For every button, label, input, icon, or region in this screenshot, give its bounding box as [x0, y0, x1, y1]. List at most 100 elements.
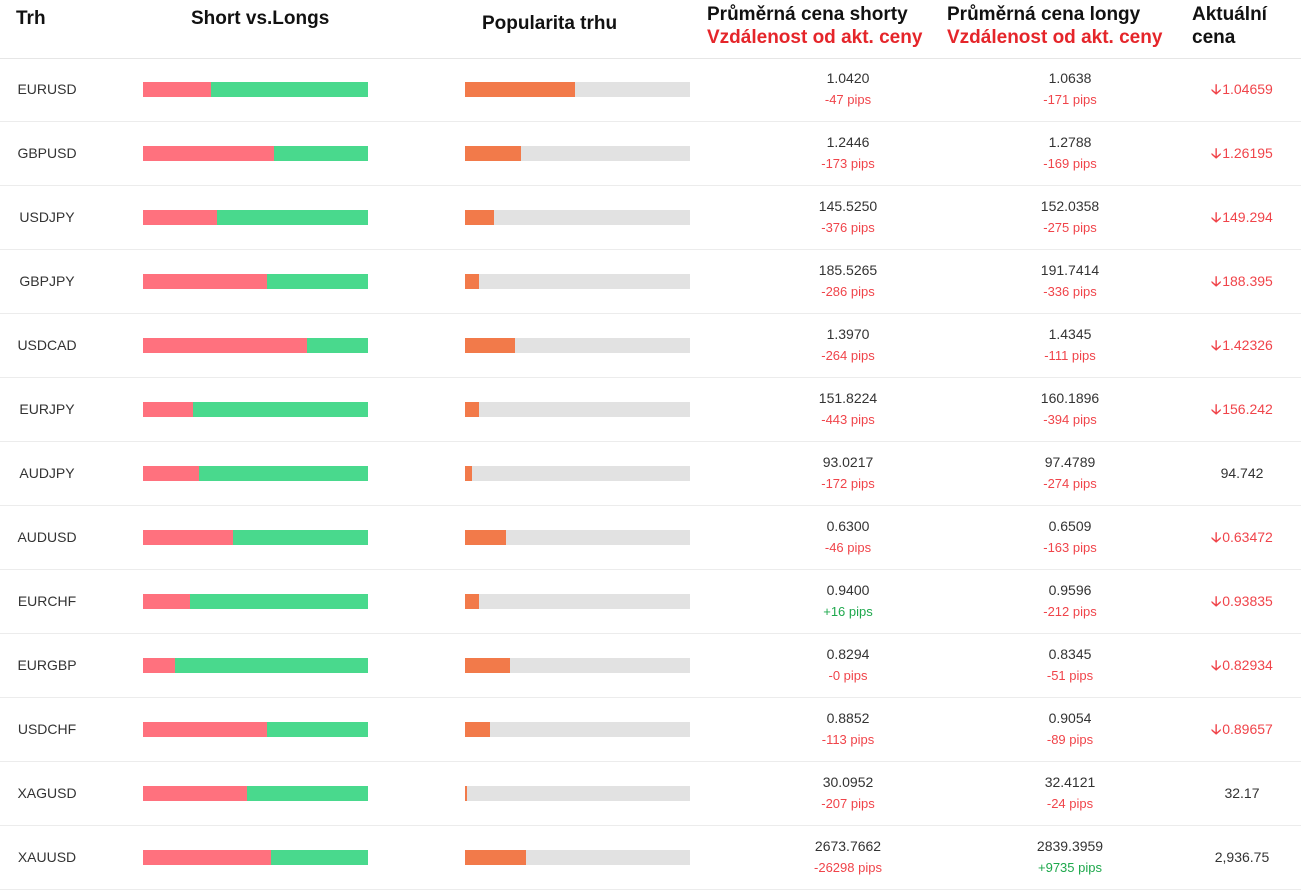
table-row[interactable]: GBPJPY 185.5265 -286 pips 191.7414 -336 …: [0, 250, 1301, 314]
table-row[interactable]: EURCHF 0.9400 +16 pips 0.9596 -212 pips …: [0, 570, 1301, 634]
market-symbol[interactable]: EURUSD: [17, 81, 77, 97]
current-price-cell: 94.742: [1182, 442, 1301, 505]
current-price-cell: 2,936.75: [1182, 826, 1301, 889]
column-header-popularity[interactable]: Popularita trhu: [482, 13, 618, 34]
avg-long-distance: -111 pips: [1044, 348, 1096, 363]
table-row[interactable]: GBPUSD 1.2446 -173 pips 1.2788 -169 pips…: [0, 122, 1301, 186]
table-row[interactable]: USDCAD 1.3970 -264 pips 1.4345 -111 pips…: [0, 314, 1301, 378]
avg-long-price: 1.2788: [1048, 134, 1092, 150]
avg-long-price: 0.9054: [1048, 710, 1092, 726]
short-share-fill: [143, 722, 267, 737]
market-symbol[interactable]: AUDUSD: [17, 529, 77, 545]
column-header-market[interactable]: Trh: [16, 8, 46, 29]
column-header-short-vs-longs[interactable]: Short vs.Longs: [191, 8, 330, 29]
avg-short-price: 185.5265: [818, 262, 878, 278]
short-share-fill: [143, 210, 218, 225]
popularity-bar: [465, 658, 690, 673]
current-price-cell: 32.17: [1182, 762, 1301, 825]
table-row[interactable]: EURUSD 1.0420 -47 pips 1.0638 -171 pips …: [0, 58, 1301, 122]
market-symbol[interactable]: GBPUSD: [17, 145, 77, 161]
avg-long-distance: -169 pips: [1043, 156, 1097, 171]
avg-short-distance: -207 pips: [821, 796, 875, 811]
avg-long-distance: -274 pips: [1043, 476, 1097, 491]
avg-short-distance: -286 pips: [821, 284, 875, 299]
short-vs-long-bar: [143, 850, 368, 865]
popularity-fill: [465, 850, 526, 865]
market-symbol[interactable]: EURJPY: [19, 401, 75, 417]
table-row[interactable]: AUDUSD 0.6300 -46 pips 0.6509 -163 pips …: [0, 506, 1301, 570]
avg-short-distance: -443 pips: [821, 412, 875, 427]
avg-short-cell: 1.2446 -173 pips: [758, 131, 938, 175]
table-row[interactable]: XAUUSD 2673.7662 -26298 pips 2839.3959 +…: [0, 826, 1301, 890]
short-vs-long-bar: [143, 594, 368, 609]
table-row[interactable]: EURGBP 0.8294 -0 pips 0.8345 -51 pips 🡣0…: [0, 634, 1301, 698]
avg-short-distance-subtitle: Vzdálenost od akt. ceny: [707, 27, 923, 48]
avg-short-price: 0.6300: [826, 518, 870, 534]
popularity-fill: [465, 402, 479, 417]
market-symbol[interactable]: EURCHF: [17, 593, 77, 609]
avg-short-distance: -376 pips: [821, 220, 875, 235]
avg-short-distance: +16 pips: [823, 604, 873, 619]
short-vs-long-bar: [143, 146, 368, 161]
arrow-down-icon: 🡣: [1211, 721, 1222, 737]
avg-long-distance: -212 pips: [1043, 604, 1097, 619]
avg-short-distance: -173 pips: [821, 156, 875, 171]
market-symbol[interactable]: AUDJPY: [19, 465, 75, 481]
market-symbol[interactable]: XAGUSD: [17, 785, 77, 801]
avg-long-cell: 32.4121 -24 pips: [980, 771, 1160, 815]
current-price-cell: 🡣149.294: [1182, 186, 1301, 249]
popularity-fill: [465, 658, 510, 673]
short-vs-long-bar: [143, 402, 368, 417]
table-row[interactable]: XAGUSD 30.0952 -207 pips 32.4121 -24 pip…: [0, 762, 1301, 826]
avg-long-cell: 1.4345 -111 pips: [980, 323, 1160, 367]
avg-short-price: 2673.7662: [814, 838, 882, 854]
avg-long-distance: -51 pips: [1046, 668, 1094, 683]
popularity-fill: [465, 530, 506, 545]
avg-long-distance: -394 pips: [1043, 412, 1097, 427]
short-share-fill: [143, 82, 211, 97]
current-price-cell: 🡣0.89657: [1182, 698, 1301, 761]
avg-short-cell: 0.8294 -0 pips: [758, 643, 938, 687]
avg-long-cell: 191.7414 -336 pips: [980, 259, 1160, 303]
current-price-cell: 🡣1.42326: [1182, 314, 1301, 377]
avg-short-price: 151.8224: [818, 390, 878, 406]
short-share-fill: [143, 594, 191, 609]
column-header-current-price[interactable]: Aktuální cena: [1192, 3, 1292, 49]
table-row[interactable]: AUDJPY 93.0217 -172 pips 97.4789 -274 pi…: [0, 442, 1301, 506]
column-header-avg-short[interactable]: Průměrná cena shorty Vzdálenost od akt. …: [707, 3, 922, 49]
market-symbol[interactable]: GBPJPY: [19, 273, 75, 289]
avg-short-price: 1.2446: [826, 134, 870, 150]
short-vs-long-bar: [143, 658, 368, 673]
market-symbol[interactable]: XAUUSD: [17, 849, 77, 865]
table-row[interactable]: USDCHF 0.8852 -113 pips 0.9054 -89 pips …: [0, 698, 1301, 762]
short-vs-long-bar: [143, 786, 368, 801]
market-symbol[interactable]: EURGBP: [17, 657, 77, 673]
market-symbol[interactable]: USDCHF: [17, 721, 77, 737]
table-row[interactable]: USDJPY 145.5250 -376 pips 152.0358 -275 …: [0, 186, 1301, 250]
short-vs-long-bar: [143, 530, 368, 545]
avg-long-price: 152.0358: [1040, 198, 1100, 214]
arrow-down-icon: 🡣: [1211, 81, 1222, 97]
popularity-bar: [465, 274, 690, 289]
avg-long-price: 191.7414: [1040, 262, 1100, 278]
column-header-avg-long[interactable]: Průměrná cena longy Vzdálenost od akt. c…: [947, 3, 1162, 49]
avg-short-distance: -47 pips: [824, 92, 872, 107]
popularity-bar: [465, 82, 690, 97]
market-symbol[interactable]: USDCAD: [17, 337, 77, 353]
market-symbol[interactable]: USDJPY: [19, 209, 75, 225]
avg-short-price: 1.3970: [826, 326, 870, 342]
short-vs-long-bar: [143, 338, 368, 353]
table-row[interactable]: EURJPY 151.8224 -443 pips 160.1896 -394 …: [0, 378, 1301, 442]
avg-short-title: Průměrná cena shorty: [707, 4, 908, 25]
current-price-value: 32.17: [1224, 785, 1260, 801]
avg-long-distance: -171 pips: [1043, 92, 1097, 107]
avg-long-cell: 152.0358 -275 pips: [980, 195, 1160, 239]
short-share-fill: [143, 658, 175, 673]
avg-short-cell: 185.5265 -286 pips: [758, 259, 938, 303]
avg-long-price: 2839.3959: [1036, 838, 1104, 854]
short-vs-long-bar: [143, 210, 368, 225]
popularity-fill: [465, 338, 515, 353]
arrow-down-icon: 🡣: [1211, 145, 1222, 161]
avg-long-distance-subtitle: Vzdálenost od akt. ceny: [947, 27, 1163, 48]
avg-short-price: 1.0420: [826, 70, 870, 86]
